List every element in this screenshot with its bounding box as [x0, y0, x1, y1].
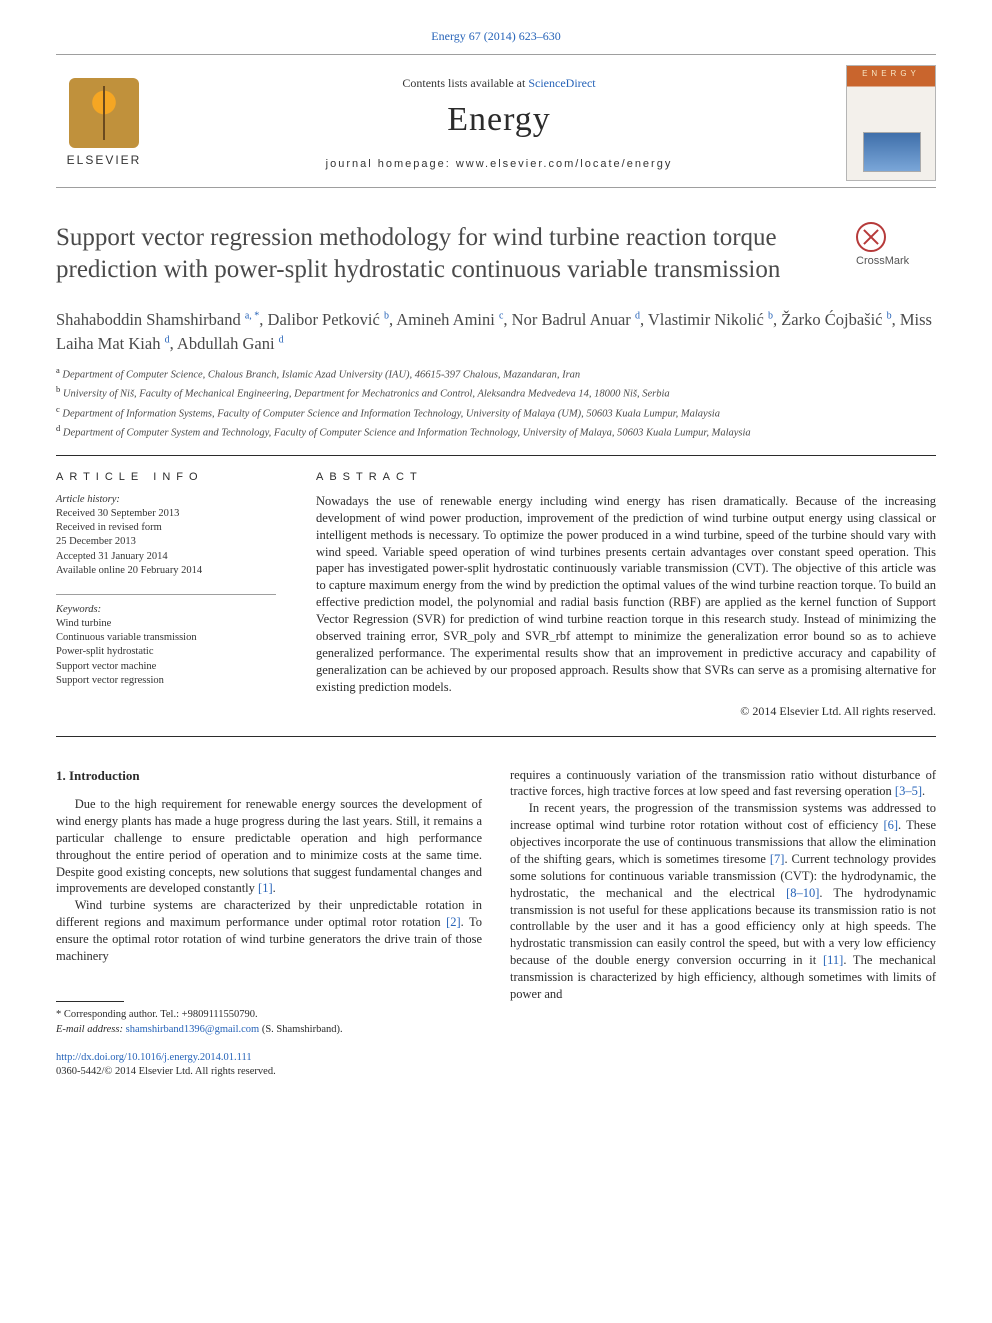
corr-author-line: * Corresponding author. Tel.: +980911155… [56, 1008, 482, 1023]
header-citation: Energy 67 (2014) 623–630 [56, 28, 936, 44]
article-title: Support vector regression methodology fo… [56, 222, 836, 286]
affiliation-item: b University of Niš, Faculty of Mechanic… [56, 383, 936, 402]
email-label: E-mail address: [56, 1024, 126, 1035]
citation-ref[interactable]: [2] [446, 915, 461, 929]
citation-ref[interactable]: [7] [770, 852, 785, 866]
corresponding-author-note: * Corresponding author. Tel.: +980911155… [56, 1008, 482, 1037]
journal-name: Energy [152, 97, 846, 143]
keyword-item: Power-split hydrostatic [56, 645, 276, 659]
citation-ref[interactable]: [11] [823, 953, 843, 967]
affiliation-item: c Department of Information Systems, Fac… [56, 403, 936, 422]
issn-copyright-line: 0360-5442/© 2014 Elsevier Ltd. All right… [56, 1066, 276, 1077]
footnote-rule [56, 1001, 124, 1002]
email-suffix: (S. Shamshirband). [259, 1024, 342, 1035]
author-list: Shahaboddin Shamshirband a, *, Dalibor P… [56, 308, 936, 356]
journal-homepage-line: journal homepage: www.elsevier.com/locat… [152, 157, 846, 172]
history-line: Received in revised form [56, 521, 276, 535]
crossmark-badge[interactable]: CrossMark [856, 222, 936, 269]
abstract-body: Nowadays the use of renewable energy inc… [316, 493, 936, 696]
citation-ref[interactable]: [3–5] [895, 784, 922, 798]
doi-block: http://dx.doi.org/10.1016/j.energy.2014.… [56, 1051, 482, 1079]
sciencedirect-link[interactable]: ScienceDirect [528, 76, 595, 90]
body-paragraph: requires a continuously variation of the… [510, 767, 936, 801]
crossmark-label: CrossMark [856, 255, 909, 267]
history-lines: Received 30 September 2013Received in re… [56, 507, 276, 578]
cover-title: ENERGY [847, 69, 935, 80]
masthead: ELSEVIER Contents lists available at Sci… [56, 54, 936, 188]
crossmark-icon [856, 222, 886, 252]
body-column-left: 1. Introduction Due to the high requirem… [56, 767, 482, 1080]
body-paragraph: Wind turbine systems are characterized b… [56, 897, 482, 965]
affiliation-item: d Department of Computer System and Tech… [56, 422, 936, 441]
intro-heading: 1. Introduction [56, 767, 482, 785]
journal-cover-thumbnail: ENERGY [846, 65, 936, 181]
publisher-name: ELSEVIER [56, 152, 152, 168]
keywords-list: Wind turbineContinuous variable transmis… [56, 617, 276, 688]
cover-image-icon [863, 132, 921, 172]
abstract-panel: ABSTRACT Nowadays the use of renewable e… [316, 470, 936, 720]
citation-ref[interactable]: [1] [258, 881, 273, 895]
body-paragraph: Due to the high requirement for renewabl… [56, 796, 482, 897]
history-label: Article history: [56, 493, 276, 507]
corr-email-link[interactable]: shamshirband1396@gmail.com [126, 1024, 260, 1035]
body-column-right: requires a continuously variation of the… [510, 767, 936, 1080]
article-info-heading: ARTICLE INFO [56, 470, 276, 485]
body-paragraph: In recent years, the progression of the … [510, 800, 936, 1003]
keywords-label: Keywords: [56, 594, 276, 617]
history-line: Accepted 31 January 2014 [56, 550, 276, 564]
affiliation-list: a Department of Computer Science, Chalou… [56, 364, 936, 456]
contents-line: Contents lists available at ScienceDirec… [152, 75, 846, 91]
keyword-item: Wind turbine [56, 617, 276, 631]
keyword-item: Support vector machine [56, 660, 276, 674]
citation-link[interactable]: Energy 67 (2014) 623–630 [431, 29, 560, 43]
keyword-item: Continuous variable transmission [56, 631, 276, 645]
abstract-copyright: © 2014 Elsevier Ltd. All rights reserved… [316, 703, 936, 719]
keyword-item: Support vector regression [56, 674, 276, 688]
abstract-heading: ABSTRACT [316, 470, 936, 485]
history-line: Received 30 September 2013 [56, 507, 276, 521]
citation-ref[interactable]: [6] [883, 818, 898, 832]
history-line: Available online 20 February 2014 [56, 564, 276, 578]
elsevier-tree-icon [69, 78, 139, 148]
doi-link[interactable]: http://dx.doi.org/10.1016/j.energy.2014.… [56, 1052, 252, 1063]
history-line: 25 December 2013 [56, 535, 276, 549]
citation-ref[interactable]: [8–10] [786, 886, 819, 900]
article-info-panel: ARTICLE INFO Article history: Received 3… [56, 470, 276, 720]
contents-line-prefix: Contents lists available at [402, 76, 528, 90]
affiliation-item: a Department of Computer Science, Chalou… [56, 364, 936, 383]
publisher-logo: ELSEVIER [56, 78, 152, 168]
